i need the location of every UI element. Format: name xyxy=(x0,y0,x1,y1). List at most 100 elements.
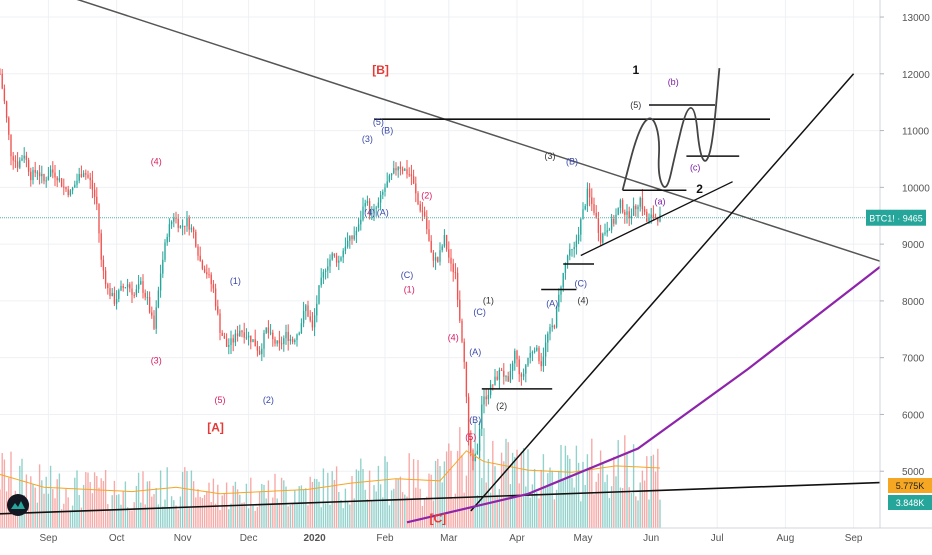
candle-body[interactable] xyxy=(285,331,287,339)
candle-body[interactable] xyxy=(124,287,127,289)
candle-body[interactable] xyxy=(355,230,358,236)
candle-body[interactable] xyxy=(219,313,221,333)
candle-body[interactable] xyxy=(500,369,503,371)
candle-body[interactable] xyxy=(245,337,248,339)
candle-body[interactable] xyxy=(569,249,571,256)
candle-body[interactable] xyxy=(210,274,212,285)
candle-body[interactable] xyxy=(641,197,644,210)
candle-body[interactable] xyxy=(153,315,155,329)
candle-body[interactable] xyxy=(109,288,111,297)
candle-body[interactable] xyxy=(472,453,474,462)
candle-body[interactable] xyxy=(496,376,498,380)
candle-body[interactable] xyxy=(144,292,146,298)
candle-body[interactable] xyxy=(23,155,25,159)
candle-body[interactable] xyxy=(181,225,184,227)
candle-body[interactable] xyxy=(412,176,415,184)
candle-body[interactable] xyxy=(333,253,336,256)
candle-body[interactable] xyxy=(434,257,437,261)
candle-body[interactable] xyxy=(604,232,606,234)
candle-body[interactable] xyxy=(549,327,551,334)
candle-body[interactable] xyxy=(192,227,195,232)
candle-body[interactable] xyxy=(349,236,351,241)
candle-body[interactable] xyxy=(637,206,639,210)
candle-body[interactable] xyxy=(366,201,369,204)
candle-body[interactable] xyxy=(470,438,472,454)
candle-body[interactable] xyxy=(448,249,450,258)
candle-body[interactable] xyxy=(294,340,296,342)
candle-body[interactable] xyxy=(107,284,109,289)
candle-body[interactable] xyxy=(327,266,329,271)
candle-body[interactable] xyxy=(505,376,507,378)
candle-body[interactable] xyxy=(395,168,397,171)
candle-body[interactable] xyxy=(353,235,355,240)
candle-body[interactable] xyxy=(646,211,648,222)
candle-body[interactable] xyxy=(344,246,347,251)
candle-body[interactable] xyxy=(610,218,613,230)
candle-body[interactable] xyxy=(461,320,463,342)
candle-body[interactable] xyxy=(560,287,562,295)
candle-body[interactable] xyxy=(525,365,527,374)
candle-body[interactable] xyxy=(401,168,404,171)
candle-body[interactable] xyxy=(538,347,540,362)
candle-body[interactable] xyxy=(408,174,410,176)
candle-body[interactable] xyxy=(54,172,56,178)
candle-body[interactable] xyxy=(621,200,624,213)
candle-body[interactable] xyxy=(503,370,505,377)
candle-body[interactable] xyxy=(170,221,173,225)
candle-body[interactable] xyxy=(140,281,142,285)
candle-body[interactable] xyxy=(85,173,87,175)
candle-body[interactable] xyxy=(197,246,199,256)
candle-body[interactable] xyxy=(588,188,591,198)
candle-body[interactable] xyxy=(111,292,113,297)
candle-body[interactable] xyxy=(331,253,333,260)
candle-body[interactable] xyxy=(562,272,564,288)
candle-body[interactable] xyxy=(177,218,179,228)
candle-body[interactable] xyxy=(287,331,289,342)
candle-body[interactable] xyxy=(324,270,327,272)
candle-body[interactable] xyxy=(602,233,604,243)
candle-body[interactable] xyxy=(36,172,39,174)
candle-body[interactable] xyxy=(217,306,219,314)
candle-body[interactable] xyxy=(232,338,234,343)
candle-body[interactable] xyxy=(474,453,476,462)
candle-body[interactable] xyxy=(155,307,157,329)
candle-body[interactable] xyxy=(126,284,129,288)
candle-body[interactable] xyxy=(547,333,549,343)
candle-body[interactable] xyxy=(417,193,419,205)
candle-body[interactable] xyxy=(166,236,168,243)
candle-body[interactable] xyxy=(296,334,298,341)
candle-body[interactable] xyxy=(38,172,41,177)
candle-body[interactable] xyxy=(335,255,338,263)
candle-body[interactable] xyxy=(456,272,459,300)
candle-body[interactable] xyxy=(351,236,353,240)
candle-body[interactable] xyxy=(498,369,501,380)
candle-body[interactable] xyxy=(21,158,23,161)
candle-body[interactable] xyxy=(254,339,256,347)
candle-body[interactable] xyxy=(243,332,245,338)
candle-body[interactable] xyxy=(135,289,138,295)
candle-body[interactable] xyxy=(14,160,17,162)
candle-body[interactable] xyxy=(157,290,160,308)
candle-body[interactable] xyxy=(555,306,558,328)
candle-body[interactable] xyxy=(104,270,107,285)
candle-body[interactable] xyxy=(384,187,386,192)
candle-body[interactable] xyxy=(272,332,274,340)
candle-body[interactable] xyxy=(67,189,69,196)
candle-body[interactable] xyxy=(375,207,377,209)
candle-body[interactable] xyxy=(307,305,309,317)
candle-body[interactable] xyxy=(419,204,421,211)
candle-body[interactable] xyxy=(76,180,78,185)
candle-body[interactable] xyxy=(371,213,373,215)
candle-body[interactable] xyxy=(247,335,250,338)
candle-body[interactable] xyxy=(69,190,72,196)
candle-body[interactable] xyxy=(593,203,595,213)
candle-body[interactable] xyxy=(100,233,102,260)
candle-body[interactable] xyxy=(311,320,314,328)
candle-body[interactable] xyxy=(558,294,560,307)
candle-body[interactable] xyxy=(652,214,655,218)
candle-body[interactable] xyxy=(410,174,413,177)
candle-body[interactable] xyxy=(190,227,193,230)
candle-body[interactable] xyxy=(309,316,311,321)
candle-body[interactable] xyxy=(27,159,30,172)
